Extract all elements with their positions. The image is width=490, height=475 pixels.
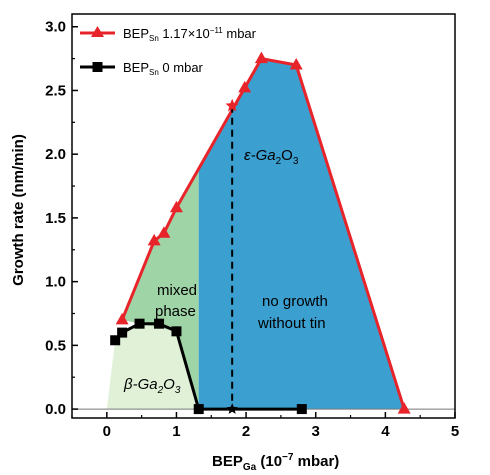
region-label-mixed-2: phase (155, 303, 196, 320)
axis-ticks: 0 1 2 3 4 5 0.0 0.5 1.0 1.5 2.0 2.5 3.0 (45, 19, 459, 440)
series-1-point-2 (134, 318, 145, 329)
x-tick-label-1: 1 (172, 423, 180, 440)
y-tick-label-2: 1.0 (45, 274, 66, 291)
series-0-point-0 (115, 312, 129, 325)
region-label-nogrowth-1: no growth (262, 293, 328, 310)
legend-label-sn: BEPSn 1.17×10−11 mbar (123, 26, 257, 43)
legend: BEPSn 1.17×10−11 mbar BEPSn 0 mbar (80, 26, 257, 77)
series-0-point-3 (169, 200, 183, 213)
y-tick-label-0: 0.0 (45, 401, 66, 418)
y-tick-label-3: 1.5 (45, 210, 66, 227)
series-group (110, 51, 411, 415)
region-2 (198, 58, 405, 410)
plot-frame (71, 13, 456, 419)
legend-marker-triangle (91, 26, 104, 37)
series-1-point-3 (154, 318, 165, 329)
series-1-point-1 (117, 327, 128, 338)
region-label-mixed-1: mixed (157, 282, 197, 299)
x-tick-label-4: 4 (381, 423, 390, 440)
series-1-point-0 (110, 335, 121, 346)
y-tick-label-5: 2.5 (45, 82, 66, 99)
series-1-point-4 (171, 326, 182, 337)
legend-label-zero: BEPSn 0 mbar (123, 60, 204, 77)
region-1 (122, 169, 199, 410)
y-tick-label-6: 3.0 (45, 19, 66, 36)
series-0-point-7 (397, 402, 411, 414)
region-label-epsilon: ε-Ga2O3 (244, 147, 299, 167)
series-0-point-1 (147, 233, 161, 246)
region-0 (106, 323, 199, 410)
y-axis-title: Growth rate (nm/min) (10, 134, 27, 286)
x-axis-title: BEPGa (10−7 mbar) (212, 452, 339, 473)
x-tick-label-5: 5 (451, 423, 459, 440)
star-bottom (226, 403, 238, 414)
series-0-point-6 (289, 57, 303, 70)
series-1-point-5 (193, 404, 204, 415)
x-tick-label-2: 2 (242, 423, 250, 440)
region-label-beta: β-Ga2O3 (123, 376, 181, 396)
x-tick-label-0: 0 (103, 423, 111, 440)
legend-marker-square (92, 62, 103, 72)
series-0-point-5 (254, 51, 268, 64)
region-label-nogrowth-2: without tin (257, 315, 326, 332)
star-dashed-line (225, 98, 239, 414)
y-tick-label-1: 0.5 (45, 337, 66, 354)
series-1-point-6 (296, 404, 307, 415)
phase-regions (106, 58, 405, 410)
series-0-point-2 (157, 226, 171, 238)
y-tick-label-4: 2.0 (45, 146, 66, 163)
star-top (225, 98, 239, 112)
series-0-point-4 (238, 80, 252, 93)
x-tick-label-3: 3 (312, 423, 320, 440)
